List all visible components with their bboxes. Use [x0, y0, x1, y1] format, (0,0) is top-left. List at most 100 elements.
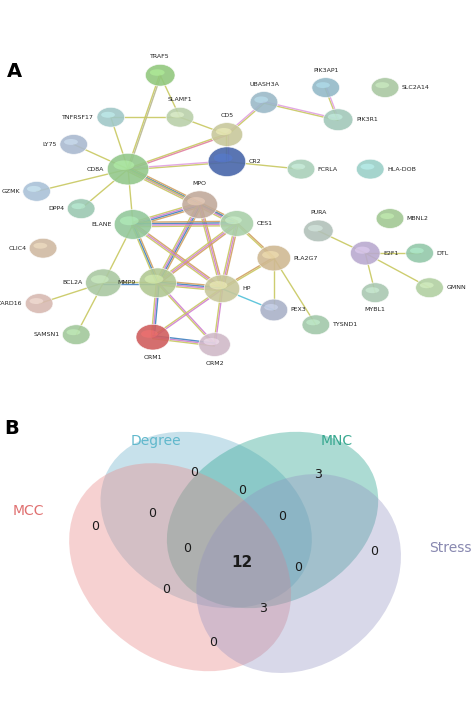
Text: UBASH3A: UBASH3A	[249, 82, 279, 87]
Text: A: A	[7, 62, 22, 81]
Ellipse shape	[136, 324, 170, 350]
Text: 0: 0	[191, 466, 198, 479]
Ellipse shape	[312, 78, 339, 98]
Text: FCRLA: FCRLA	[318, 167, 338, 172]
Text: CD8A: CD8A	[87, 167, 104, 172]
Ellipse shape	[350, 241, 380, 265]
Text: DTL: DTL	[437, 251, 449, 256]
Ellipse shape	[199, 333, 230, 357]
Ellipse shape	[97, 108, 125, 127]
Ellipse shape	[361, 283, 389, 303]
Ellipse shape	[257, 245, 291, 271]
Text: PURA: PURA	[310, 210, 327, 215]
Text: MNC: MNC	[320, 434, 353, 449]
Ellipse shape	[250, 92, 278, 113]
Ellipse shape	[114, 209, 152, 239]
Text: Stress: Stress	[429, 541, 472, 555]
Ellipse shape	[91, 275, 109, 283]
Ellipse shape	[316, 82, 330, 88]
Ellipse shape	[141, 330, 158, 337]
Text: MCC: MCC	[13, 503, 44, 518]
Ellipse shape	[170, 112, 184, 117]
Ellipse shape	[350, 241, 380, 265]
Ellipse shape	[145, 275, 164, 283]
Ellipse shape	[166, 108, 194, 127]
Text: 3: 3	[259, 602, 267, 614]
Ellipse shape	[254, 96, 268, 103]
Ellipse shape	[302, 315, 330, 335]
Ellipse shape	[323, 109, 353, 130]
Text: 0: 0	[238, 483, 246, 496]
Ellipse shape	[410, 248, 424, 253]
Text: TRAF5: TRAF5	[150, 54, 170, 59]
Text: 0: 0	[148, 507, 155, 520]
Ellipse shape	[66, 329, 81, 335]
Text: PLA2G7: PLA2G7	[293, 256, 318, 261]
Text: E2F1: E2F1	[383, 251, 399, 256]
Text: DPP4: DPP4	[48, 206, 64, 211]
Text: MBNL2: MBNL2	[407, 216, 428, 221]
Ellipse shape	[29, 239, 57, 258]
Ellipse shape	[356, 159, 384, 179]
Text: CD5: CD5	[220, 112, 234, 117]
Ellipse shape	[260, 299, 288, 321]
Text: MYBL1: MYBL1	[365, 308, 386, 313]
Text: Degree: Degree	[131, 434, 182, 449]
Ellipse shape	[182, 191, 218, 219]
Text: CARD16: CARD16	[0, 301, 22, 306]
Ellipse shape	[167, 431, 378, 608]
Ellipse shape	[29, 239, 57, 258]
Text: MPO: MPO	[193, 181, 207, 186]
Ellipse shape	[101, 112, 115, 117]
Ellipse shape	[211, 122, 243, 147]
Text: SLAMF1: SLAMF1	[168, 98, 192, 103]
Text: LY75: LY75	[43, 142, 57, 147]
Ellipse shape	[33, 243, 47, 248]
Ellipse shape	[199, 333, 230, 357]
Ellipse shape	[302, 315, 330, 335]
Ellipse shape	[63, 325, 90, 345]
Ellipse shape	[416, 278, 443, 298]
Ellipse shape	[23, 182, 51, 201]
Ellipse shape	[100, 431, 312, 608]
Ellipse shape	[376, 209, 404, 229]
Ellipse shape	[67, 199, 95, 219]
Ellipse shape	[380, 213, 394, 219]
Ellipse shape	[287, 159, 315, 179]
Ellipse shape	[97, 108, 125, 127]
Ellipse shape	[114, 209, 152, 239]
Ellipse shape	[23, 182, 51, 201]
Ellipse shape	[416, 278, 443, 298]
Ellipse shape	[420, 282, 434, 288]
Ellipse shape	[86, 269, 121, 297]
Ellipse shape	[203, 338, 219, 345]
Ellipse shape	[264, 304, 278, 310]
Ellipse shape	[63, 325, 90, 345]
Text: CLIC4: CLIC4	[8, 246, 26, 251]
Ellipse shape	[214, 154, 233, 162]
Text: TNFRSF17: TNFRSF17	[62, 115, 94, 120]
Ellipse shape	[220, 211, 254, 236]
Ellipse shape	[308, 225, 323, 231]
Text: 3: 3	[314, 468, 321, 481]
Text: SAMSN1: SAMSN1	[33, 333, 59, 337]
Text: 0: 0	[278, 511, 286, 523]
Ellipse shape	[139, 268, 176, 298]
Ellipse shape	[406, 244, 434, 263]
Ellipse shape	[250, 92, 278, 113]
Ellipse shape	[220, 211, 254, 236]
Text: 0: 0	[210, 637, 217, 649]
Ellipse shape	[25, 293, 53, 313]
Ellipse shape	[306, 320, 320, 325]
Ellipse shape	[376, 209, 404, 229]
Ellipse shape	[361, 283, 389, 303]
Text: B: B	[5, 419, 19, 438]
Ellipse shape	[182, 191, 218, 219]
Ellipse shape	[146, 64, 175, 86]
Ellipse shape	[60, 135, 88, 155]
Text: HP: HP	[243, 286, 251, 291]
Text: 0: 0	[183, 542, 191, 555]
Text: CES1: CES1	[256, 221, 273, 226]
Ellipse shape	[204, 275, 240, 303]
Ellipse shape	[27, 186, 41, 192]
